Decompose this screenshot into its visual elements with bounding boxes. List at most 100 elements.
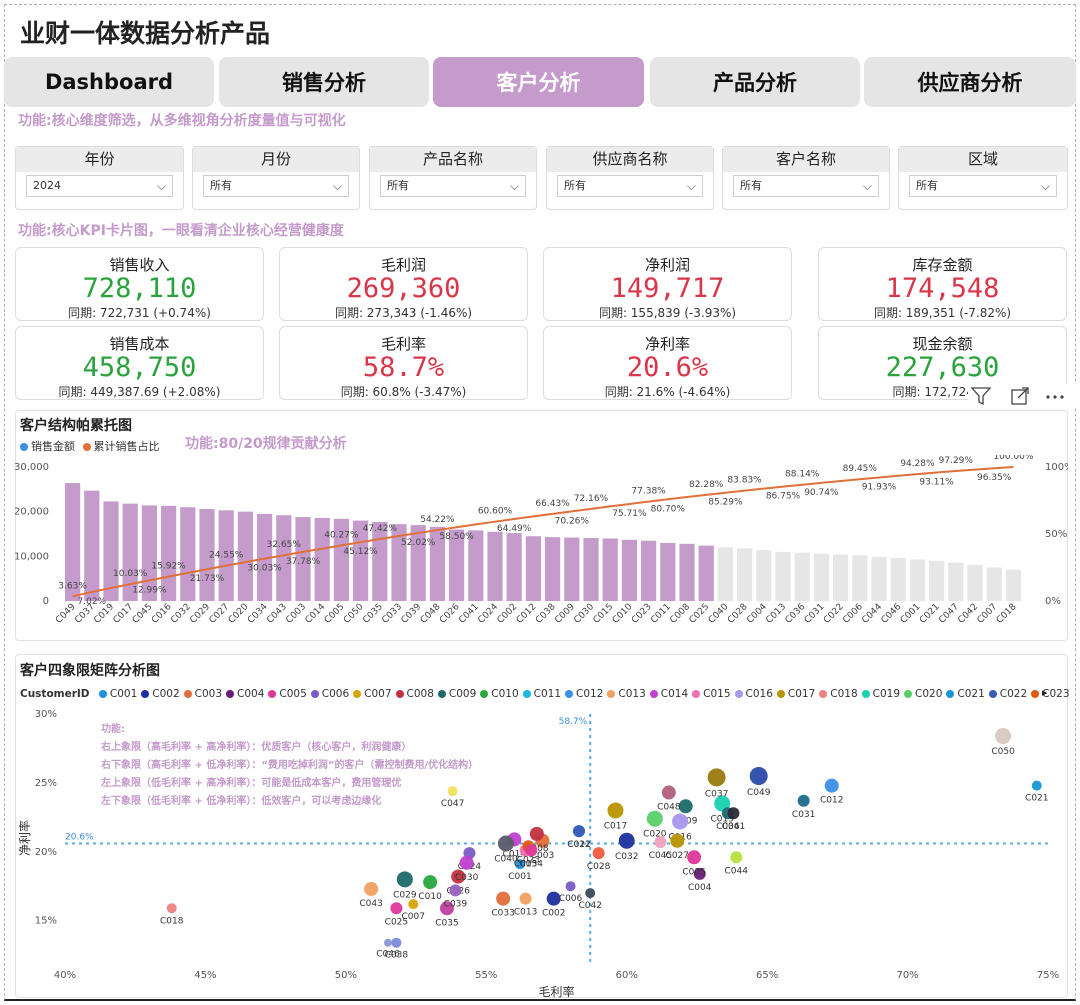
bar[interactable] bbox=[506, 533, 522, 601]
legend-item-customer[interactable]: C020 bbox=[904, 688, 942, 700]
bar[interactable] bbox=[948, 562, 964, 601]
legend-item-customer[interactable]: C023 bbox=[1031, 688, 1070, 700]
scatter-point[interactable] bbox=[646, 810, 663, 827]
legend-item-customer[interactable]: C003 bbox=[183, 688, 222, 700]
scatter-point[interactable] bbox=[1031, 780, 1042, 791]
scatter-point[interactable] bbox=[546, 891, 561, 906]
legend-item-customer[interactable]: C022 bbox=[988, 688, 1027, 700]
filter-customer-select[interactable]: 所有 ⌵ bbox=[733, 175, 879, 197]
legend-item-customer[interactable]: C017 bbox=[776, 688, 815, 700]
legend-item-customer[interactable]: C014 bbox=[649, 688, 688, 700]
bar[interactable] bbox=[65, 483, 81, 601]
scatter-point[interactable] bbox=[391, 937, 402, 948]
scatter-point[interactable] bbox=[670, 833, 685, 848]
scatter-point[interactable] bbox=[565, 881, 576, 892]
tab-product-analysis[interactable]: 产品分析 bbox=[650, 57, 860, 107]
filter-region-select[interactable]: 所有 ⌵ bbox=[909, 175, 1057, 197]
scatter-point[interactable] bbox=[439, 901, 454, 916]
scatter-point[interactable] bbox=[693, 867, 706, 880]
filter-icon[interactable] bbox=[970, 387, 992, 406]
scatter-point[interactable] bbox=[618, 832, 635, 849]
bar[interactable] bbox=[391, 524, 407, 601]
legend-item-customer[interactable]: C002 bbox=[141, 688, 180, 700]
bar[interactable] bbox=[84, 490, 100, 601]
scatter-point[interactable] bbox=[166, 903, 177, 914]
bar[interactable] bbox=[775, 551, 791, 601]
bar[interactable] bbox=[180, 507, 196, 601]
legend-item-customer[interactable]: C016 bbox=[734, 688, 773, 700]
legend-item-customer[interactable]: C009 bbox=[437, 688, 476, 700]
legend-item-customer[interactable]: C005 bbox=[268, 688, 307, 700]
bar[interactable] bbox=[717, 547, 733, 601]
scatter-point[interactable] bbox=[607, 802, 624, 819]
bar[interactable] bbox=[737, 548, 753, 601]
bar[interactable] bbox=[468, 530, 484, 601]
legend-item-cumulative[interactable]: 累计销售占比 bbox=[82, 440, 160, 453]
bar[interactable] bbox=[103, 501, 119, 601]
bar[interactable] bbox=[314, 517, 330, 601]
bar[interactable] bbox=[756, 550, 772, 601]
tab-dashboard[interactable]: Dashboard bbox=[4, 57, 214, 107]
legend-item-customer[interactable]: C011 bbox=[522, 688, 561, 700]
legend-item-customer[interactable]: C015 bbox=[692, 688, 731, 700]
scatter-point[interactable] bbox=[654, 836, 667, 849]
bar[interactable] bbox=[641, 540, 657, 601]
bar[interactable] bbox=[852, 555, 868, 601]
bar[interactable] bbox=[525, 536, 541, 601]
bar[interactable] bbox=[890, 558, 906, 601]
bar[interactable] bbox=[621, 539, 637, 601]
bar[interactable] bbox=[333, 518, 349, 601]
bar[interactable] bbox=[871, 556, 887, 601]
scatter-point[interactable] bbox=[496, 891, 511, 906]
scatter-point[interactable] bbox=[383, 938, 392, 947]
more-options-icon[interactable] bbox=[1046, 395, 1064, 399]
bar[interactable] bbox=[1005, 569, 1021, 601]
legend-item-customer[interactable]: C019 bbox=[861, 688, 900, 700]
legend-item-customer[interactable]: C008 bbox=[395, 688, 434, 700]
bar[interactable] bbox=[967, 564, 983, 601]
focus-mode-icon[interactable] bbox=[1011, 387, 1029, 405]
bar[interactable] bbox=[813, 553, 829, 601]
bar[interactable] bbox=[199, 508, 215, 601]
bar[interactable] bbox=[410, 525, 426, 601]
bar[interactable] bbox=[909, 559, 925, 601]
scatter-point[interactable] bbox=[514, 859, 525, 870]
scatter-point[interactable] bbox=[687, 850, 702, 865]
scatter-point[interactable] bbox=[390, 902, 403, 915]
scatter-point[interactable] bbox=[396, 871, 413, 888]
legend-item-customer[interactable]: C018 bbox=[819, 688, 858, 700]
scatter-point[interactable] bbox=[525, 844, 538, 857]
scatter-point[interactable] bbox=[423, 875, 438, 890]
bar[interactable] bbox=[218, 510, 234, 601]
scatter-point[interactable] bbox=[572, 825, 585, 838]
bar[interactable] bbox=[237, 511, 253, 601]
bar[interactable] bbox=[295, 517, 311, 601]
legend-next-arrow[interactable]: ▸ bbox=[1042, 686, 1048, 699]
bar[interactable] bbox=[564, 537, 580, 601]
scatter-point[interactable] bbox=[408, 899, 419, 910]
legend-item-customer[interactable]: C001 bbox=[98, 688, 137, 700]
scatter-point[interactable] bbox=[707, 768, 726, 787]
scatter-point[interactable] bbox=[364, 881, 379, 896]
filter-supplier-select[interactable]: 所有 ⌵ bbox=[557, 175, 703, 197]
legend-item-customer[interactable]: C013 bbox=[607, 688, 646, 700]
scatter-point[interactable] bbox=[459, 855, 474, 870]
legend-item-customer[interactable]: C010 bbox=[480, 688, 519, 700]
bar[interactable] bbox=[833, 554, 849, 601]
bar[interactable] bbox=[122, 503, 138, 601]
bar[interactable] bbox=[449, 529, 465, 601]
bar[interactable] bbox=[929, 560, 945, 601]
scatter-point[interactable] bbox=[451, 869, 466, 884]
scatter-point[interactable] bbox=[727, 807, 740, 820]
scatter-point[interactable] bbox=[449, 884, 462, 897]
bar[interactable] bbox=[372, 521, 388, 601]
bar[interactable] bbox=[583, 538, 599, 601]
scatter-point[interactable] bbox=[672, 813, 689, 830]
scatter-point[interactable] bbox=[730, 851, 743, 864]
scatter-point[interactable] bbox=[678, 799, 693, 814]
bar[interactable] bbox=[794, 552, 810, 601]
bar[interactable] bbox=[276, 515, 292, 601]
scatter-point[interactable] bbox=[447, 786, 458, 797]
legend-item-customer[interactable]: C006 bbox=[310, 688, 349, 700]
scatter-point[interactable] bbox=[497, 835, 514, 852]
